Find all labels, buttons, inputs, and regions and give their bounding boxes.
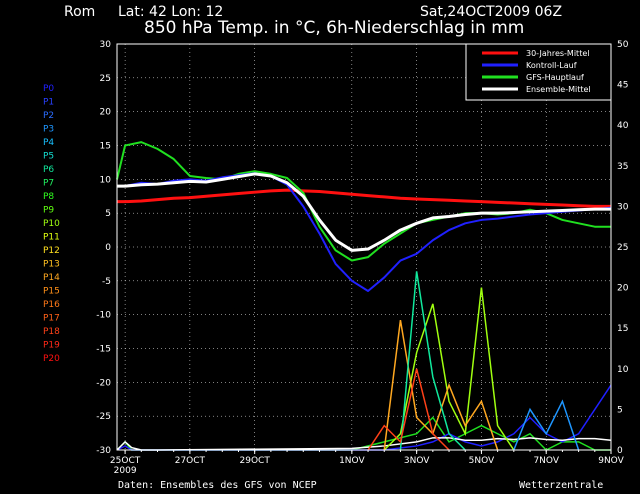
member-label: P4 (43, 138, 54, 148)
y-right-tick-label: 0 (617, 446, 623, 456)
precip-line-p3 (513, 399, 580, 451)
temperature-series (116, 141, 612, 292)
y-right-tick-label: 25 (617, 243, 628, 253)
axes: 302520151050-5-10-15-20-25-3050454035302… (96, 40, 628, 476)
legend-label: 30-Jahres-Mittel (526, 49, 589, 58)
member-label: P16 (43, 300, 60, 310)
legend: 30-Jahres-Mittel Kontroll-Lauf GFS-Hauptla… (465, 43, 612, 101)
member-label: P9 (43, 206, 54, 216)
y-right-tick-label: 50 (617, 40, 629, 50)
y-right-tick-label: 15 (617, 324, 628, 334)
x-tick-label: 9NOV (598, 456, 624, 466)
coords-label: Lat: 42 Lon: 12 (118, 4, 223, 20)
member-label: P7 (43, 179, 54, 189)
chart-header: Rom Lat: 42 Lon: 12 850 hPa Temp. in °C,… (64, 4, 562, 38)
y-right-tick-label: 20 (617, 284, 629, 294)
y-left-tick-label: 15 (100, 142, 111, 152)
precip-series (116, 271, 612, 451)
y-left-tick-label: 10 (100, 175, 112, 185)
temp-line-gfs-hauptlauf (116, 141, 611, 262)
y-left-tick-label: -15 (96, 345, 111, 355)
y-left-tick-label: -10 (96, 311, 111, 321)
brand-label: Wetterzentrale (519, 480, 603, 491)
y-left-tick-label: 0 (105, 243, 111, 253)
member-label: P19 (43, 341, 60, 351)
precip-line-p14 (383, 319, 499, 451)
location-label: Rom (64, 4, 95, 20)
temp-line-ensemble-mittel (117, 172, 611, 252)
member-label: P8 (43, 192, 54, 202)
member-label: P6 (43, 165, 54, 175)
y-right-tick-label: 45 (617, 81, 628, 91)
x-tick-label: 27OCT (175, 456, 206, 466)
precip-line-p18 (367, 368, 450, 451)
member-label: P3 (43, 125, 54, 135)
precip-line-p6 (399, 271, 466, 451)
member-label: P5 (43, 152, 54, 162)
precip-line-p10 (383, 287, 515, 451)
y-right-tick-label: 5 (617, 405, 623, 415)
chart-footer: Daten: Ensembles des GFS von NCEP Wetter… (118, 480, 603, 491)
temp-line-30-jahres-mittel (117, 188, 611, 208)
y-left-tick-label: 30 (100, 40, 112, 50)
member-label: P15 (43, 287, 60, 297)
x-tick-label: 5NOV (469, 456, 495, 466)
legend-label: Kontroll-Lauf (526, 61, 577, 70)
member-label: P18 (43, 327, 60, 337)
y-right-tick-label: 35 (617, 162, 628, 172)
grid (117, 43, 612, 451)
temp-line-kontroll-lauf (117, 172, 612, 292)
y-right-tick-label: 10 (617, 365, 629, 375)
source-label: Daten: Ensembles des GFS von NCEP (118, 480, 317, 491)
y-left-tick-label: -30 (96, 446, 111, 456)
precip-line-gfs-hauptlauf (116, 416, 611, 451)
y-left-tick-label: 20 (100, 108, 112, 118)
x-tick-label: 25OCT (110, 456, 141, 466)
member-label: P14 (43, 273, 60, 283)
member-list: P0 P1 P2 P3 P4 P5 P6 P7 P8 P9 P10 P11 P12 P13 P14 P15 P1… (43, 84, 60, 364)
y-left-tick-label: 25 (100, 74, 111, 84)
plot-frame (116, 43, 612, 451)
member-label: P10 (43, 219, 60, 229)
member-label: P12 (43, 246, 60, 256)
member-label: P13 (43, 260, 60, 270)
member-label: P0 (43, 84, 54, 94)
y-right-tick-label: 30 (617, 202, 629, 212)
y-left-tick-label: -5 (102, 277, 111, 287)
member-label: P1 (43, 98, 54, 108)
x-tick-label: 3NOV (404, 456, 430, 466)
x-tick-label: 29OCT (240, 456, 271, 466)
legend-label: GFS-Hauptlauf (526, 73, 584, 82)
y-right-tick-label: 40 (617, 121, 629, 131)
member-label: P11 (43, 233, 60, 243)
y-left-tick-label: 5 (105, 209, 111, 219)
chart-title: 850 hPa Temp. in °C, 6h-Niederschlag in … (144, 18, 524, 38)
run-label: Sat,24OCT2009 06Z (420, 4, 562, 20)
x-tick-label: 7NOV (533, 456, 559, 466)
y-left-tick-label: -25 (96, 412, 111, 422)
y-left-tick-label: -20 (96, 378, 111, 388)
member-label: P20 (43, 354, 60, 364)
member-label: P17 (43, 314, 60, 324)
member-label: P2 (43, 111, 54, 121)
legend-label: Ensemble-Mittel (526, 85, 591, 94)
x-tick-label: 1NOV (339, 456, 365, 466)
x-tick-sublabel: 2009 (114, 466, 137, 476)
